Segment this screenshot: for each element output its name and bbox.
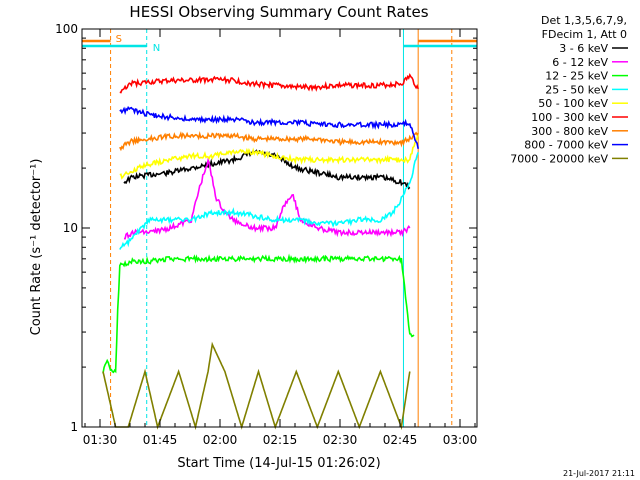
flag-label-s: S [116, 34, 122, 45]
legend-label-0: 3 - 6 keV [559, 42, 608, 55]
y-tick-label-1: 10 [63, 221, 78, 235]
series-line-1 [123, 157, 411, 240]
series-line-3 [119, 152, 419, 250]
y-axis-label-text: Count Rate (s⁻¹ detector⁻¹) [29, 159, 44, 336]
legend-label-2: 12 - 25 keV [545, 70, 608, 83]
y-tick-label-2: 100 [55, 22, 78, 36]
x-tick-label-1: 01:45 [143, 433, 178, 447]
legend-label-5: 100 - 300 keV [531, 111, 608, 124]
series-line-6 [119, 131, 419, 152]
x-tick-label-3: 02:15 [263, 433, 298, 447]
flag-label-n: N [153, 43, 160, 54]
x-tick-label-4: 02:30 [323, 433, 358, 447]
legend-header-1: FDecim 1, Att 0 [542, 28, 627, 41]
footer-date: 21-Jul-2017 21:11 [563, 469, 635, 478]
x-tick-label-6: 03:00 [443, 433, 478, 447]
chart-title: HESSI Observing Summary Count Rates [129, 3, 428, 21]
x-tick-label-0: 01:30 [83, 433, 118, 447]
series-line-4 [119, 132, 419, 180]
x-tick-label-2: 02:00 [203, 433, 238, 447]
legend-label-6: 300 - 800 keV [531, 125, 608, 138]
series-line-8 [102, 341, 411, 431]
x-axis-label: Start Time (14-Jul-15 01:26:02) [177, 456, 380, 471]
legend-header-0: Det 1,3,5,6,7,9, [541, 14, 627, 27]
series-line-5 [119, 72, 419, 94]
legend-label-4: 50 - 100 keV [538, 97, 608, 110]
series-line-7 [119, 105, 419, 149]
legend-label-1: 6 - 12 keV [552, 56, 608, 69]
legend: Det 1,3,5,6,7,9,FDecim 1, Att 03 - 6 keV… [510, 14, 628, 165]
legend-label-3: 25 - 50 keV [545, 83, 608, 96]
y-tick-label-0: 1 [70, 420, 78, 434]
x-tick-label-5: 02:45 [383, 433, 418, 447]
series-line-2 [102, 253, 415, 374]
legend-label-7: 800 - 7000 keV [524, 139, 608, 152]
legend-label-8: 7000 - 20000 keV [510, 152, 608, 165]
y-axis-label: Count Rate (s⁻¹ detector⁻¹) [29, 159, 44, 336]
series-line-0 [123, 149, 411, 190]
